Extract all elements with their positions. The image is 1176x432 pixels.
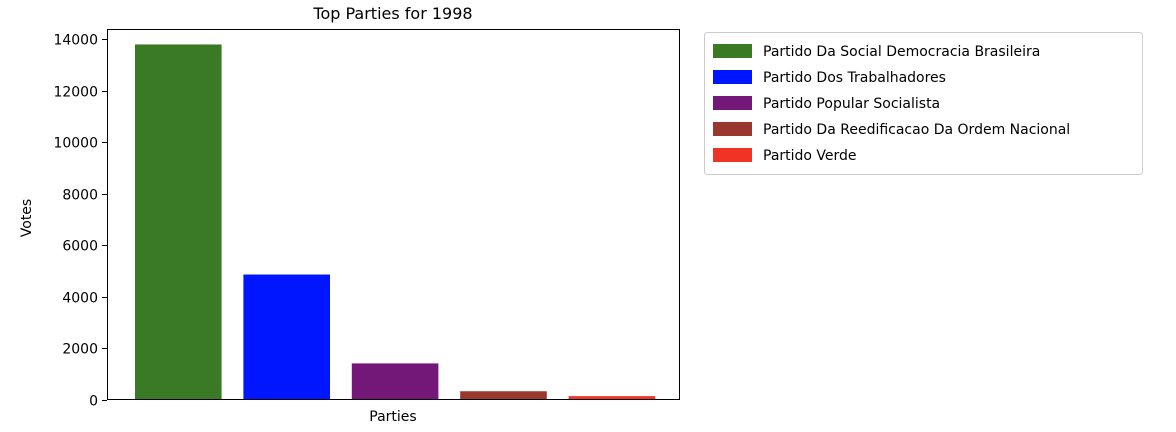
legend-swatch: [713, 70, 752, 84]
y-axis: 0 2000 4000 6000 8000 10000 12000 14000: [53, 33, 107, 410]
y-tick-label: 0: [89, 394, 98, 410]
bar: [135, 44, 222, 400]
legend-swatch: [713, 148, 752, 162]
y-tick-label: 12000: [53, 85, 98, 101]
legend-label: Partido Dos Trabalhadores: [763, 70, 946, 86]
legend-swatch: [713, 96, 752, 110]
chart-title: Top Parties for 1998: [312, 4, 472, 23]
legend: Partido Da Social Democracia Brasileira P…: [704, 32, 1143, 175]
legend-swatch: [713, 122, 752, 136]
y-tick-label: 10000: [53, 136, 98, 152]
bar: [460, 391, 547, 400]
y-tick-label: 4000: [62, 291, 98, 307]
legend-label: Partido Da Social Democracia Brasileira: [763, 44, 1040, 60]
bar: [568, 396, 656, 400]
legend-label: Partido Da Reedificacao Da Ordem Naciona…: [763, 122, 1070, 138]
bar: [351, 363, 439, 400]
legend-label: Partido Popular Socialista: [763, 96, 940, 112]
y-tick-label: 2000: [62, 342, 98, 358]
legend-label: Partido Verde: [763, 148, 857, 164]
legend-frame: [704, 32, 1143, 175]
bar-group: [135, 44, 656, 400]
y-tick-label: 6000: [62, 239, 98, 255]
x-axis-label: Parties: [369, 409, 416, 425]
plot-frame: [107, 29, 680, 400]
y-tick-label: 14000: [53, 33, 98, 49]
legend-swatch: [713, 44, 752, 58]
y-tick-label: 8000: [62, 188, 98, 204]
bar: [243, 274, 330, 400]
y-axis-label: Votes: [19, 199, 35, 237]
